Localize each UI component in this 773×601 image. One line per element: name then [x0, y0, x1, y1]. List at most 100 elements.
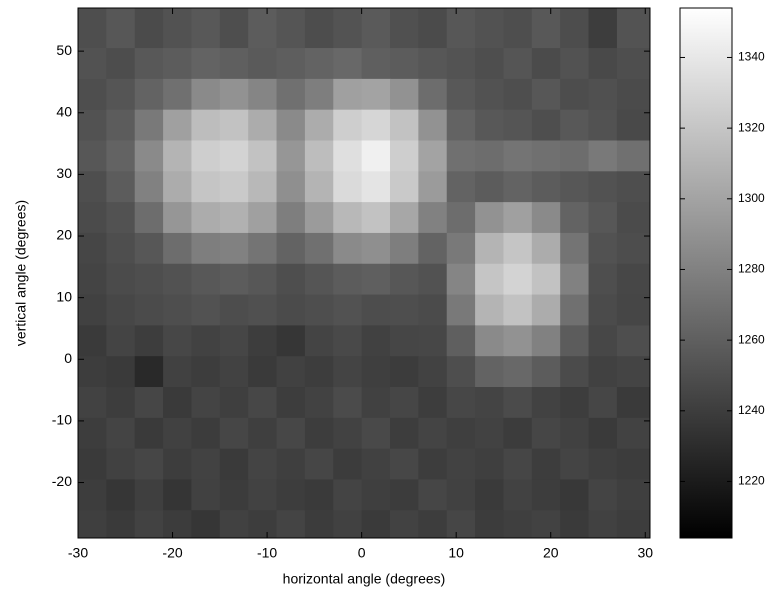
heatmap-cell	[248, 510, 278, 539]
heatmap-cell	[134, 78, 164, 111]
heatmap-cell	[475, 202, 504, 234]
heatmap-cell	[531, 109, 561, 141]
heatmap-cell	[616, 171, 651, 203]
heatmap-cell	[106, 417, 136, 450]
heatmap-cell	[106, 325, 136, 357]
heatmap-cell	[106, 109, 136, 141]
y-tick-label: 30	[56, 165, 72, 181]
colorbar-tick-label: 1260	[738, 332, 765, 346]
heatmap-cell	[191, 171, 221, 203]
heatmap-cell	[588, 263, 618, 296]
heatmap-cell	[219, 325, 249, 357]
heatmap-cell	[304, 325, 334, 357]
heatmap-cell	[219, 232, 249, 265]
heatmap-cell	[588, 78, 618, 111]
x-tick-label: 30	[637, 545, 653, 561]
heatmap-cell	[163, 109, 192, 141]
heatmap-cell	[446, 8, 476, 49]
heatmap-cell	[219, 202, 249, 234]
heatmap-cell	[248, 8, 278, 49]
heatmap-cell	[78, 48, 107, 80]
heatmap-cell	[163, 510, 192, 539]
heatmap-cell	[531, 387, 561, 419]
heatmap-cell	[106, 448, 136, 480]
heatmap-cell	[304, 263, 334, 296]
heatmap-cell	[390, 171, 419, 203]
heatmap-cell	[163, 202, 192, 234]
heatmap-cell	[333, 263, 363, 296]
heatmap-cell	[78, 202, 107, 234]
heatmap-cell	[276, 387, 306, 419]
heatmap-cell	[304, 479, 334, 511]
heatmap-cell	[78, 232, 107, 265]
heatmap-cell	[219, 109, 249, 141]
heatmap-cell	[475, 48, 504, 80]
heatmap-cell	[304, 8, 334, 49]
heatmap-cell	[531, 202, 561, 234]
heatmap-cell	[361, 417, 391, 450]
heatmap-cell	[588, 109, 618, 141]
heatmap-cell	[560, 8, 590, 49]
x-tick-label: 20	[543, 545, 559, 561]
heatmap-cell	[333, 78, 363, 111]
heatmap-cell	[163, 48, 192, 80]
heatmap-cell	[361, 232, 391, 265]
heatmap-cell	[106, 48, 136, 80]
heatmap-cell	[248, 202, 278, 234]
heatmap-cell	[361, 8, 391, 49]
heatmap-cell	[616, 140, 651, 172]
heatmap-cell	[390, 48, 419, 80]
heatmap-cell	[446, 417, 476, 450]
heatmap-cell	[503, 479, 533, 511]
heatmap-cell	[191, 294, 221, 326]
heatmap-cell	[616, 387, 651, 419]
heatmap-cell	[78, 8, 107, 49]
heatmap-cell	[475, 387, 504, 419]
heatmap-cell	[361, 479, 391, 511]
heatmap-cell	[78, 448, 107, 480]
heatmap-cell	[560, 263, 590, 296]
heatmap-cell	[531, 294, 561, 326]
heatmap-cell	[588, 479, 618, 511]
heatmap-cell	[361, 78, 391, 111]
colorbar-tick-label: 1340	[738, 50, 765, 64]
x-tick-label: -20	[162, 545, 182, 561]
heatmap-cell	[446, 140, 476, 172]
heatmap-cell	[616, 356, 651, 388]
heatmap-cell	[163, 325, 192, 357]
heatmap-cell	[588, 48, 618, 80]
heatmap-cell	[588, 356, 618, 388]
heatmap-cell	[446, 48, 476, 80]
heatmap-cell	[475, 356, 504, 388]
heatmap-cell	[560, 356, 590, 388]
heatmap-cell	[304, 140, 334, 172]
heatmap-cell	[248, 48, 278, 80]
heatmap-cell	[475, 263, 504, 296]
heatmap-cell	[588, 294, 618, 326]
heatmap-cell	[191, 109, 221, 141]
heatmap-cell	[531, 8, 561, 49]
heatmap-cell	[106, 78, 136, 111]
heatmap-cell	[503, 109, 533, 141]
heatmap-cell	[560, 479, 590, 511]
heatmap-cell	[333, 202, 363, 234]
heatmap-cell	[361, 325, 391, 357]
y-tick-label: 50	[56, 42, 72, 58]
heatmap-cell	[588, 202, 618, 234]
heatmap-cell	[475, 448, 504, 480]
heatmap-cell	[475, 479, 504, 511]
heatmap-cell	[361, 140, 391, 172]
heatmap-cell	[333, 109, 363, 141]
heatmap-cell	[361, 171, 391, 203]
heatmap-cell	[390, 202, 419, 234]
heatmap-cell	[361, 109, 391, 141]
heatmap-cell	[418, 294, 448, 326]
heatmap-cell	[248, 263, 278, 296]
x-tick-label: 0	[358, 545, 366, 561]
heatmap-cell	[560, 202, 590, 234]
heatmap-cell	[163, 356, 192, 388]
heatmap-cell	[276, 232, 306, 265]
heatmap-cell	[106, 479, 136, 511]
heatmap-cell	[191, 417, 221, 450]
